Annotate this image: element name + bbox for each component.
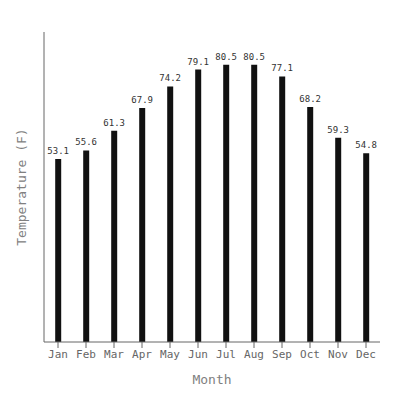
svg-text:68.2: 68.2 [299, 94, 321, 104]
svg-text:67.9: 67.9 [131, 95, 153, 105]
svg-text:53.1: 53.1 [47, 146, 69, 156]
svg-text:74.2: 74.2 [159, 73, 181, 83]
svg-text:Dec: Dec [356, 348, 376, 361]
svg-text:May: May [160, 348, 180, 361]
svg-text:Month: Month [192, 372, 231, 387]
svg-text:55.6: 55.6 [75, 137, 97, 147]
svg-text:Mar: Mar [104, 348, 124, 361]
svg-text:61.3: 61.3 [103, 118, 125, 128]
svg-text:80.5: 80.5 [215, 52, 237, 62]
svg-text:Temperature (F): Temperature (F) [14, 128, 29, 245]
svg-text:79.1: 79.1 [187, 57, 209, 67]
svg-text:Nov: Nov [328, 348, 348, 361]
svg-text:Feb: Feb [76, 348, 96, 361]
svg-text:Aug: Aug [244, 348, 264, 361]
svg-text:77.1: 77.1 [271, 63, 293, 73]
svg-text:80.5: 80.5 [243, 52, 265, 62]
svg-text:Sep: Sep [272, 348, 292, 361]
svg-text:Jul: Jul [216, 348, 236, 361]
svg-text:Jan: Jan [48, 348, 68, 361]
svg-text:59.3: 59.3 [327, 125, 349, 135]
svg-text:Oct: Oct [300, 348, 320, 361]
svg-text:Jun: Jun [188, 348, 208, 361]
svg-text:54.8: 54.8 [355, 140, 377, 150]
svg-text:Apr: Apr [132, 348, 152, 361]
